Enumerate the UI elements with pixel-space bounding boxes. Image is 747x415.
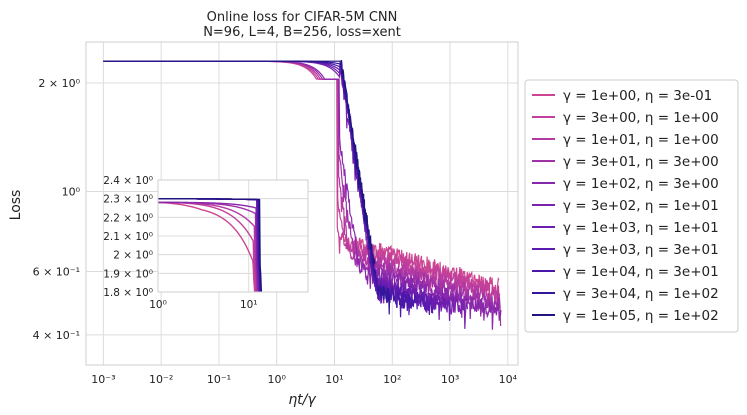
legend-label-6: γ = 3e+02, η = 1e+01 [563, 198, 719, 214]
legend-label-10: γ = 3e+04, η = 1e+02 [563, 286, 719, 302]
main-plot-frame [85, 41, 519, 366]
inset-y-tick-label: 2.2 × 10⁰ [103, 212, 153, 224]
y-tick-label: 2 × 10⁰ [38, 77, 80, 90]
inset-frame [157, 179, 309, 293]
title-line-1: Online loss for CIFAR-5M CNN [207, 10, 398, 25]
y-axis-label: Loss [8, 190, 24, 221]
legend-label-5: γ = 1e+02, η = 3e+00 [563, 176, 719, 192]
legend-box [524, 79, 739, 333]
inset-series-line-1 [158, 201, 256, 292]
x-tick-label: 10⁴ [499, 373, 518, 386]
inset-series-line-11 [158, 198, 263, 292]
x-axis-label: ηt/γ [288, 392, 316, 408]
inset-y-tick-label: 2 × 10⁰ [113, 250, 153, 262]
x-tick-label: 10² [383, 373, 401, 386]
title-line-2: N=96, L=4, B=256, loss=xent [203, 25, 401, 40]
legend-label-9: γ = 1e+04, η = 3e+01 [563, 264, 719, 280]
legend-label-2: γ = 3e+00, η = 1e+00 [563, 110, 719, 126]
chart-title: Online loss for CIFAR-5M CNN N=96, L=4, … [203, 10, 401, 40]
x-tick-label: 10¹ [325, 373, 343, 386]
inset-y-tick-label: 1.9 × 10⁰ [103, 268, 153, 280]
x-tick-label: 10⁻¹ [207, 373, 231, 386]
inset-y-tick-label: 1.8 × 10⁰ [103, 287, 153, 299]
y-tick-label: 10⁰ [62, 186, 81, 199]
inset-plot-area: 10⁰ 10¹ 2.4 × 10⁰ 2.3 × 10⁰ 2.2 × 10⁰ 2.1 × 1… [103, 175, 309, 311]
legend-label-4: γ = 3e+01, η = 3e+00 [563, 154, 719, 170]
inset-series-line-5 [158, 201, 259, 292]
x-tick-label: 10⁰ [268, 373, 287, 386]
inset-y-tick-label: 2.3 × 10⁰ [103, 194, 153, 206]
legend-label-3: γ = 1e+01, η = 1e+00 [563, 132, 719, 148]
inset-x-tick-label: 10¹ [240, 299, 258, 311]
inset-y-tick-label: 2.1 × 10⁰ [103, 231, 153, 243]
legend: γ = 1e+00, η = 3e-01 γ = 3e+00, η = 1e+00… [524, 79, 739, 333]
series-line-11 [103, 59, 376, 266]
legend-label-11: γ = 1e+05, η = 1e+02 [563, 308, 719, 324]
x-tick-label: 10³ [441, 373, 459, 386]
y-tick-label: 6 × 10⁻¹ [33, 265, 80, 278]
x-tick-label: 10⁻³ [91, 373, 115, 386]
x-tick-label: 10⁻² [149, 373, 173, 386]
y-tick-label: 4 × 10⁻¹ [33, 329, 80, 342]
legend-label-7: γ = 1e+03, η = 1e+01 [563, 220, 719, 236]
inset-x-tick-label: 10⁰ [149, 299, 167, 311]
legend-label-1: γ = 1e+00, η = 3e-01 [563, 88, 712, 104]
legend-label-8: γ = 3e+03, η = 3e+01 [563, 242, 719, 258]
inset-y-tick-label: 2.4 × 10⁰ [103, 175, 153, 187]
